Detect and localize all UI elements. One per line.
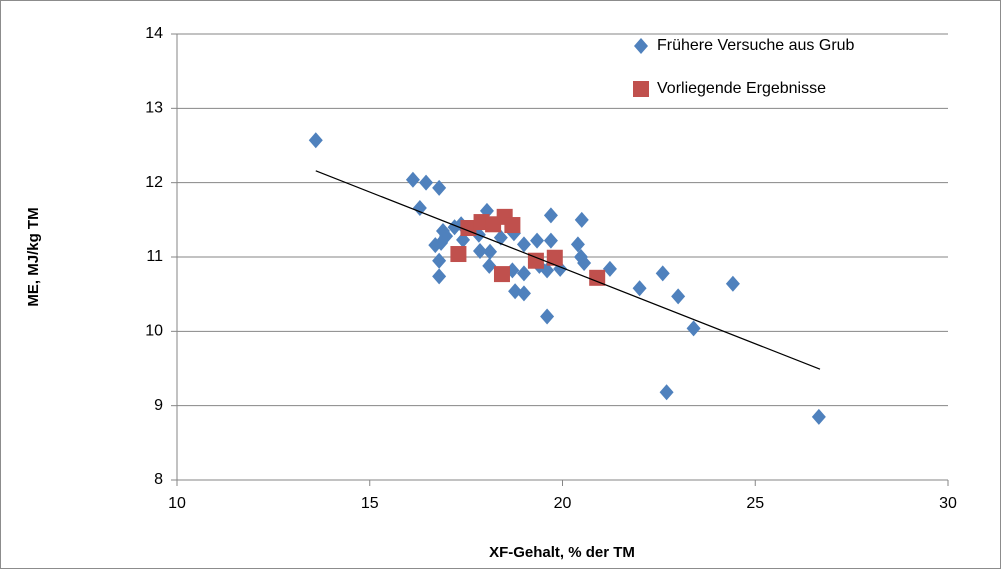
- point: [473, 243, 488, 260]
- point: [589, 269, 606, 286]
- y-tick-label: 8: [154, 471, 163, 488]
- point: [632, 280, 647, 297]
- y-axis-title: ME, MJ/kg TM: [25, 207, 42, 306]
- y-tick-label: 11: [146, 248, 163, 265]
- point: [527, 252, 544, 269]
- x-tick-label: 20: [554, 495, 572, 512]
- point: [546, 249, 563, 266]
- point: [540, 308, 555, 325]
- point: [570, 236, 585, 253]
- y-tick-label: 13: [145, 100, 163, 117]
- point: [516, 236, 531, 253]
- x-tick-label: 15: [361, 495, 379, 512]
- x-axis-title: XF-Gehalt, % der TM: [489, 544, 635, 561]
- y-tick-label: 12: [145, 174, 163, 191]
- point: [577, 254, 592, 271]
- point: [516, 285, 531, 302]
- point: [482, 257, 497, 274]
- x-tick-label: 25: [746, 495, 764, 512]
- legend-marker: [633, 81, 649, 97]
- point: [659, 384, 674, 401]
- point: [432, 252, 447, 269]
- x-tick-label: 10: [168, 495, 186, 512]
- point: [493, 266, 510, 283]
- point: [412, 199, 427, 216]
- point: [543, 207, 558, 224]
- point: [530, 232, 545, 249]
- y-tick-label: 14: [145, 25, 163, 42]
- point: [428, 237, 443, 254]
- point: [655, 265, 670, 282]
- point: [543, 232, 558, 249]
- point: [504, 217, 521, 234]
- x-tick-label: 30: [939, 495, 957, 512]
- point: [574, 211, 589, 228]
- point: [419, 174, 434, 191]
- point: [308, 132, 323, 149]
- point: [686, 320, 701, 337]
- point: [483, 243, 498, 260]
- point: [671, 288, 686, 305]
- point: [405, 171, 420, 188]
- point: [450, 246, 467, 263]
- trendline: [315, 170, 821, 370]
- legend-label: Frühere Versuche aus Grub: [657, 37, 855, 54]
- point: [447, 219, 462, 236]
- point: [432, 179, 447, 196]
- point: [811, 408, 826, 425]
- point: [602, 260, 617, 277]
- y-tick-label: 9: [154, 397, 163, 414]
- point: [516, 265, 531, 282]
- y-tick-label: 10: [145, 323, 163, 340]
- point: [432, 268, 447, 285]
- legend-label: Vorliegende Ergebnisse: [657, 80, 826, 97]
- legend-marker: [634, 38, 648, 54]
- point: [725, 275, 740, 292]
